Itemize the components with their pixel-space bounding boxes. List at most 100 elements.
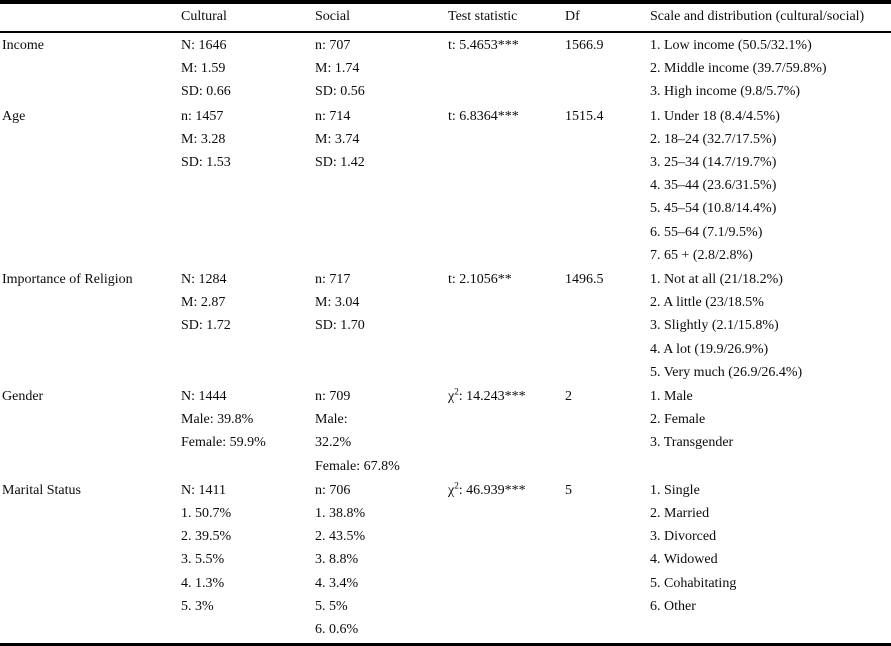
social-cell: n: 717 M: 3.04 SD: 1.70 (315, 267, 448, 384)
cell-line: 1. Male (650, 389, 693, 405)
row-label: Marital Status (2, 482, 81, 498)
cell-line: 5. Cohabitating (650, 575, 737, 591)
cell-line: SD: 1.42 (315, 155, 365, 171)
cell-line: 6. 55–64 (7.1/9.5%) (650, 224, 763, 240)
cell-line: 5. Very much (26.9/26.4%) (650, 364, 803, 380)
test-value: : 2.1056** (451, 272, 512, 288)
cell-line: M: 3.28 (181, 131, 226, 147)
scale-cell: 1. Under 18 (8.4/4.5%) 2. 18–24 (32.7/17.… (650, 104, 891, 267)
cell-line: 5. 45–54 (10.8/14.4%) (650, 201, 777, 217)
column-header-variable (0, 2, 181, 33)
cell-line: 3. Divorced (650, 529, 717, 545)
table-row-importance-of-religion: Importance of Religion N: 1284 M: 2.87 SD:… (0, 267, 891, 384)
cell-line: 4. 1.3% (181, 575, 225, 591)
test-value: : 6.8364*** (451, 108, 519, 124)
df-cell: 1496.5 (565, 272, 604, 288)
cell-line: 4. A lot (19.9/26.9%) (650, 341, 769, 357)
cultural-cell: n: 1457 M: 3.28 SD: 1.53 (181, 104, 315, 267)
test-statistic-cell: χ2: 14.243*** (448, 384, 565, 478)
social-cell: n: 714 M: 3.74 SD: 1.42 (315, 104, 448, 267)
cell-line: n: 714 (315, 108, 351, 124)
cell-line: 6. Other (650, 598, 696, 614)
column-header-df: Df (565, 2, 650, 33)
cell-line: 5. 5% (315, 598, 348, 614)
cell-line: n: 709 (315, 389, 351, 405)
cultural-cell: N: 1444 Male: 39.8% Female: 59.9% (181, 384, 315, 478)
df-cell: 1566.9 (565, 38, 604, 53)
test-statistic-cell: t: 2.1056** (448, 267, 565, 384)
cell-line: 1. 38.8% (315, 506, 366, 522)
table-row-marital-status: Marital Status N: 1411 1. 50.7% 2. 39.5% 3.… (0, 478, 891, 645)
cell-line: 2. A little (23/18.5% (650, 295, 764, 311)
cultural-cell: N: 1646 M: 1.59 SD: 0.66 (181, 32, 315, 104)
cell-line: 32.2% (315, 435, 352, 451)
cell-line: 1. Under 18 (8.4/4.5%) (650, 108, 780, 124)
df-cell: 5 (565, 482, 572, 498)
cell-line: 7. 65 + (2.8/2.8%) (650, 247, 753, 263)
scale-cell: 1. Single 2. Married 3. Divorced 4. Widowed… (650, 478, 891, 645)
row-label: Income (2, 38, 44, 53)
test-value: : 14.243*** (458, 389, 526, 405)
cell-line: 3. 8.8% (315, 552, 359, 568)
cell-line: M: 3.04 (315, 295, 360, 311)
cell-line: 1. Low income (50.5/32.1%) (650, 38, 812, 53)
column-header-scale: Scale and distribution (cultural/social) (650, 2, 891, 33)
cell-line: 6. 0.6% (315, 622, 359, 638)
cell-line: Female: 67.8% (315, 458, 400, 474)
cell-line: n: 1457 (181, 108, 224, 124)
cell-line: SD: 0.66 (181, 84, 231, 100)
test-symbol: χ (448, 482, 455, 498)
cell-line: SD: 1.53 (181, 155, 231, 171)
column-header-social: Social (315, 2, 448, 33)
test-value: : 46.939*** (458, 482, 526, 498)
test-symbol: t (448, 108, 452, 124)
cell-line: 1. 50.7% (181, 506, 232, 522)
cell-line: Female: 59.9% (181, 435, 266, 451)
df-cell: 1515.4 (565, 108, 604, 124)
social-cell: n: 707 M: 1.74 SD: 0.56 (315, 32, 448, 104)
cell-line: 2. 43.5% (315, 529, 366, 545)
test-value: : 5.4653*** (451, 38, 519, 53)
cell-line: 3. Slightly (2.1/15.8%) (650, 318, 779, 334)
test-superscript: 2 (454, 386, 459, 397)
test-superscript: 2 (454, 480, 459, 491)
cultural-cell: N: 1411 1. 50.7% 2. 39.5% 3. 5.5% 4. 1.3% 5. … (181, 478, 315, 645)
test-symbol: χ (448, 389, 455, 405)
cell-line: 5. 3% (181, 598, 214, 614)
cell-line: 1. Single (650, 482, 700, 498)
table-row-age: Age n: 1457 M: 3.28 SD: 1.53 n: 714 M: 3.74… (0, 104, 891, 267)
column-header-cultural: Cultural (181, 2, 315, 33)
cell-line: 4. 3.4% (315, 575, 359, 591)
header-row: Cultural Social Test statistic Df Scale … (0, 2, 891, 33)
cell-line: n: 707 (315, 38, 351, 53)
cell-line: M: 2.87 (181, 295, 226, 311)
cell-line: 2. Female (650, 412, 706, 428)
cell-line: n: 717 (315, 272, 351, 288)
cell-line: 3. Transgender (650, 435, 734, 451)
scale-cell: 1. Not at all (21/18.2%) 2. A little (23/… (650, 267, 891, 384)
test-statistic-cell: t: 5.4653*** (448, 32, 565, 104)
cell-line: 2. Middle income (39.7/59.8%) (650, 61, 827, 77)
test-symbol: t (448, 38, 452, 53)
table-row-income: Income N: 1646 M: 1.59 SD: 0.66 n: 707 M: 1… (0, 32, 891, 104)
column-header-test-statistic: Test statistic (448, 2, 565, 33)
cell-line: 3. 5.5% (181, 552, 225, 568)
row-label: Age (2, 108, 26, 124)
row-label: Gender (2, 389, 44, 405)
cell-line: 3. 25–34 (14.7/19.7%) (650, 155, 777, 171)
cell-line: 4. Widowed (650, 552, 718, 568)
row-label: Importance of Religion (2, 272, 133, 288)
df-cell: 2 (565, 389, 572, 405)
cell-line: M: 1.74 (315, 61, 360, 77)
social-cell: n: 709 Male: 32.2% Female: 67.8% (315, 384, 448, 478)
cell-line: 2. 39.5% (181, 529, 232, 545)
cell-line: SD: 0.56 (315, 84, 365, 100)
cell-line: N: 1411 (181, 482, 226, 498)
test-statistic-cell: t: 6.8364*** (448, 104, 565, 267)
social-cell: n: 706 1. 38.8% 2. 43.5% 3. 8.8% 4. 3.4% 5. 5… (315, 478, 448, 645)
cell-line: N: 1444 (181, 389, 227, 405)
scale-cell: 1. Male 2. Female 3. Transgender (650, 384, 891, 478)
scale-cell: 1. Low income (50.5/32.1%) 2. Middle inco… (650, 32, 891, 104)
cell-line: M: 1.59 (181, 61, 226, 77)
